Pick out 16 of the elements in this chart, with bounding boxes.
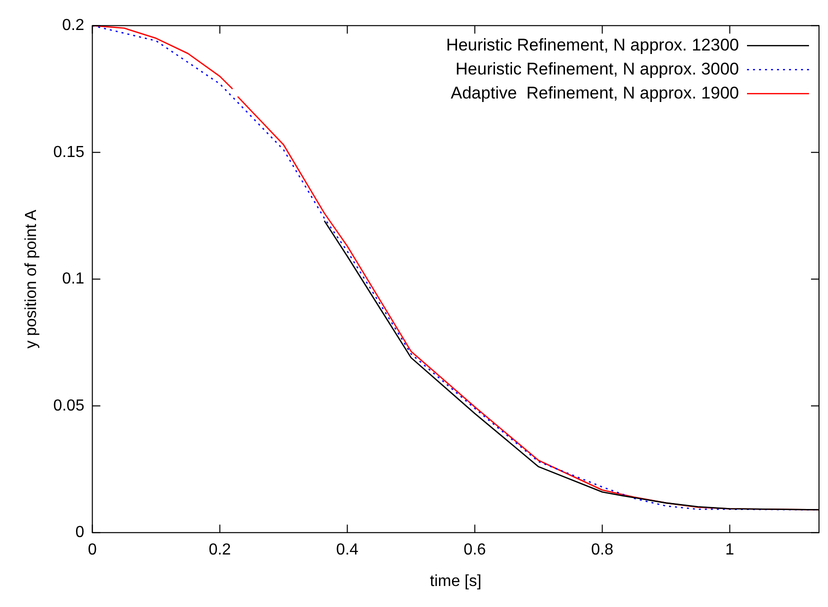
y-axis-title: y position of point A [23,209,40,348]
y-tick-label: 0.1 [62,270,84,288]
x-tick-label: 0 [88,542,97,559]
x-tick-label: 1 [725,542,734,559]
y-tick-label: 0.15 [53,144,84,161]
y-tick-label: 0.05 [53,397,84,414]
x-tick-label: 0.8 [591,542,614,559]
x-tick-label: 0.6 [464,542,486,559]
x-axis-title: time [s] [430,572,482,590]
y-tick-label: 0 [75,524,84,542]
y-tick-label: 0.2 [62,17,84,34]
legend-label: Heuristic Refinement, N approx. 3000 [456,59,739,78]
x-tick-label: 0.2 [208,542,232,559]
legend-label: Adaptive Refinement, N approx. 1900 [450,83,739,102]
legend-label: Heuristic Refinement, N approx. 12300 [446,35,739,54]
x-tick-label: 0.4 [336,542,359,559]
